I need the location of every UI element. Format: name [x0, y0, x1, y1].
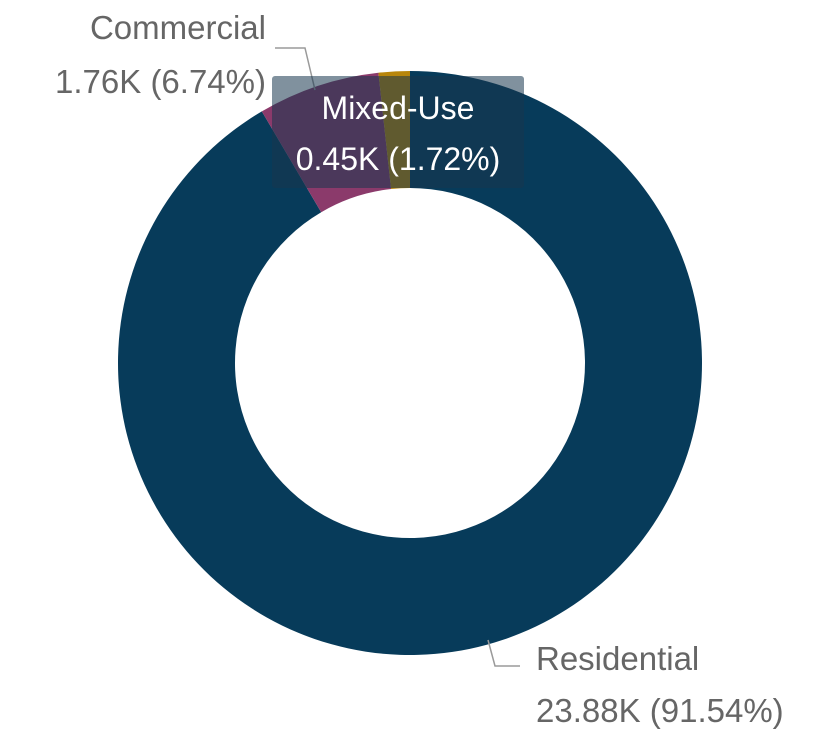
tooltip-value: 0.45K (1.72%) — [296, 141, 501, 177]
data-label-commercial-category: Commercial — [90, 9, 266, 46]
tooltip-category: Mixed-Use — [322, 90, 475, 126]
data-label-residential-value: 23.88K (91.54%) — [536, 692, 784, 729]
tooltip-background — [272, 76, 524, 188]
leader-line-residential — [487, 639, 520, 667]
tooltip: Mixed-Use 0.45K (1.72%) — [272, 76, 524, 188]
data-label-commercial-value: 1.76K (6.74%) — [55, 63, 266, 100]
slice-residential[interactable] — [118, 71, 703, 655]
data-label-residential-category: Residential — [536, 640, 699, 677]
